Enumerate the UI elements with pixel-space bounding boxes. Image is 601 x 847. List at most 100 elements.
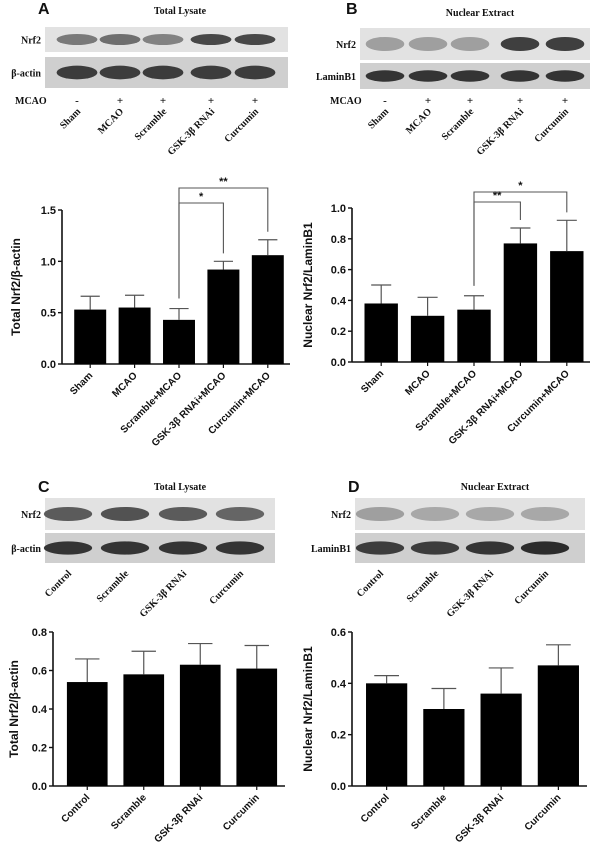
blot-band — [410, 541, 460, 555]
blot-band — [500, 36, 540, 52]
western-blot — [360, 28, 590, 89]
condition-sign: + — [562, 95, 568, 107]
blot-band — [545, 36, 585, 52]
x-tick-label: Sham — [68, 370, 95, 397]
blot-band — [56, 34, 98, 45]
bar-chart-d — [348, 631, 587, 790]
y-axis-label: Total Nrf2/β-actin — [7, 660, 21, 758]
blot-band — [355, 541, 405, 555]
y-tick-label: 0.5 — [41, 308, 56, 320]
bar — [480, 693, 522, 786]
bar — [366, 683, 408, 786]
x-tick-label: GSK-3β RNAi — [152, 792, 205, 845]
blot-band — [365, 36, 405, 52]
blot-band — [408, 36, 448, 52]
x-tick-label: Curcumin — [523, 792, 564, 833]
lane-label: Scramble — [405, 568, 442, 605]
blot-band — [158, 506, 208, 522]
bar — [410, 315, 445, 362]
blot-row-label: Nrf2 — [21, 36, 41, 47]
bar — [537, 665, 579, 786]
significance-label: ** — [219, 176, 228, 188]
y-tick-label: 0.6 — [331, 627, 346, 639]
condition-sign: + — [117, 95, 123, 107]
condition-label: MCAO — [330, 96, 362, 107]
blot-band — [234, 65, 276, 80]
bar — [66, 682, 108, 786]
blot-band — [545, 70, 585, 82]
blot-band — [450, 36, 490, 52]
blot-band — [100, 506, 150, 522]
significance-label: * — [518, 180, 523, 192]
blot-row-label: Nrf2 — [331, 510, 351, 521]
bar — [236, 668, 278, 786]
blot-band — [365, 70, 405, 82]
condition-sign: + — [517, 95, 523, 107]
lane-label: GSK-3β RNAi — [445, 568, 497, 620]
blot-band — [520, 506, 570, 522]
x-tick-label: Scramble — [109, 792, 149, 832]
bar-chart-a — [58, 187, 290, 368]
panel-title: Nuclear Extract — [461, 482, 530, 493]
blot-band — [234, 34, 276, 45]
x-tick-label: Sham — [359, 368, 386, 395]
lane-label: Scramble — [133, 106, 170, 143]
blot-band — [215, 541, 265, 555]
y-tick-label: 1.5 — [41, 205, 56, 217]
blot-band — [410, 506, 460, 522]
bar-chart-b — [348, 191, 590, 366]
x-tick-label: MCAO — [110, 370, 140, 400]
blot-band — [215, 506, 265, 522]
x-tick-label: Scramble — [409, 792, 449, 832]
y-tick-label: 0.4 — [331, 678, 347, 690]
blot-band — [465, 506, 515, 522]
western-blot — [355, 498, 585, 563]
bar — [207, 269, 240, 364]
blot-row-label: Nrf2 — [21, 510, 41, 521]
blot-row-label: LaminB1 — [316, 72, 356, 83]
significance-bracket — [178, 187, 269, 299]
bar — [118, 307, 151, 364]
lane-label: Sham — [58, 106, 84, 132]
y-tick-label: 0.0 — [32, 781, 47, 793]
x-tick-label: Control — [359, 792, 392, 825]
blot-band — [500, 70, 540, 82]
lane-label: GSK-3β RNAi — [166, 106, 218, 158]
bar — [503, 243, 538, 362]
condition-label: MCAO — [15, 96, 47, 107]
blot-band — [355, 506, 405, 522]
bar-chart-c — [49, 631, 285, 790]
panel-title: Nuclear Extract — [446, 8, 515, 19]
lane-label: Curcumin — [207, 568, 246, 607]
bar — [123, 674, 165, 786]
blot-row-label: LaminB1 — [311, 544, 351, 555]
y-axis-label: Total Nrf2/β-actin — [9, 238, 23, 336]
blot-band — [99, 34, 141, 45]
blot-band — [43, 541, 93, 555]
y-tick-label: 0.8 — [331, 234, 346, 246]
lane-label: Scramble — [95, 568, 132, 605]
y-tick-label: 0.2 — [331, 730, 346, 742]
bar — [457, 309, 491, 362]
bar — [423, 709, 465, 786]
lane-label: Curcumin — [512, 568, 551, 607]
x-tick-label: GSK-3β RNAi+MCAO — [150, 370, 229, 449]
y-tick-label: 0.4 — [32, 704, 48, 716]
panel-letter: D — [348, 479, 360, 496]
bar — [74, 309, 107, 364]
bar — [364, 303, 398, 362]
y-tick-label: 0.0 — [41, 359, 56, 371]
y-axis-label: Nuclear Nrf2/LaminB1 — [301, 646, 315, 772]
blot-row-label: β-actin — [11, 544, 41, 555]
blot-band — [43, 506, 93, 522]
condition-sign: + — [252, 95, 258, 107]
x-tick-label: Curcumin — [221, 792, 262, 833]
y-tick-label: 0.6 — [331, 265, 346, 277]
x-tick-label: Control — [59, 792, 92, 825]
panel-title: Total Lysate — [154, 6, 207, 17]
panel-title: Total Lysate — [154, 482, 207, 493]
lane-label: MCAO — [96, 106, 126, 136]
condition-sign: + — [425, 95, 431, 107]
lane-label: GSK-3β RNAi — [475, 106, 527, 158]
